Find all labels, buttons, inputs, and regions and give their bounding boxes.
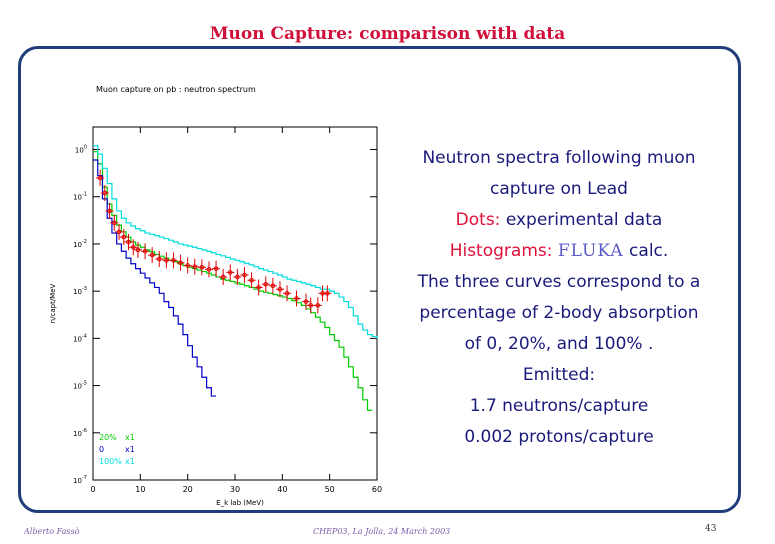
legend-name: 0 — [99, 445, 104, 454]
spectrum-plot: Muon capture on pb : neutron spectrum 0 10… — [40, 70, 385, 520]
data-point — [171, 258, 176, 263]
x-tick-label: 20 — [183, 485, 193, 494]
data-point — [206, 267, 212, 272]
hist-label: Histograms: — [449, 241, 553, 261]
legend-name: 100% — [99, 457, 122, 466]
data-point — [294, 296, 299, 301]
histogram-20pct — [93, 151, 373, 411]
data-point — [102, 190, 108, 196]
data-point — [284, 291, 290, 296]
desc-line-1: Neutron spectra following muon — [422, 148, 696, 168]
data-point — [135, 247, 141, 253]
data-point — [315, 303, 321, 308]
chart-title: Muon capture on pb : neutron spectrum — [96, 85, 256, 94]
data-point — [164, 258, 169, 263]
data-point — [270, 283, 276, 289]
data-point — [277, 286, 283, 292]
page-number: 43 — [705, 524, 717, 534]
y-tick-label: 10-4 — [73, 333, 87, 343]
data-point — [97, 175, 103, 181]
data-point — [156, 256, 162, 262]
y-tick-label: 10-7 — [73, 475, 87, 485]
data-point — [116, 229, 122, 235]
dots-text: experimental data — [500, 210, 663, 230]
legend-multiplier: x1 — [125, 457, 135, 466]
desc-line-2: capture on Lead — [490, 179, 628, 199]
x-tick-label: 50 — [325, 485, 335, 494]
y-tick-label: 100 — [75, 145, 87, 155]
legend-multiplier: x1 — [125, 433, 135, 442]
data-point — [242, 272, 247, 278]
data-point — [325, 291, 330, 296]
data-point — [149, 252, 155, 258]
desc-line-5: The three curves correspond to a — [417, 272, 701, 292]
data-point — [220, 274, 226, 280]
dots-label: Dots: — [455, 210, 501, 230]
data-point — [121, 234, 127, 240]
y-tick-label: 10-2 — [73, 239, 87, 249]
plot-frame — [92, 126, 378, 481]
x-tick-label: 0 — [90, 485, 95, 494]
hist-text: calc. — [623, 241, 669, 261]
data-point — [227, 270, 233, 275]
footer-conference: CHEP03, La Jolla, 24 March 2003 — [313, 527, 451, 536]
data-point — [256, 285, 261, 290]
desc-line-6: percentage of 2-body absorption — [419, 303, 699, 323]
footer-author: Alberto Fassò — [24, 527, 80, 536]
x-axis-label: E_k lab (MeV) — [216, 499, 264, 507]
desc-line-8: Emitted: — [522, 365, 596, 385]
y-tick-label: 10-3 — [73, 286, 87, 296]
legend-multiplier: x1 — [125, 445, 135, 454]
histogram-100pct — [93, 145, 378, 339]
y-tick-label: 10-5 — [73, 381, 87, 391]
x-tick-label: 10 — [135, 485, 145, 494]
data-point — [126, 239, 131, 245]
data-point — [130, 244, 136, 250]
x-tick-label: 60 — [372, 485, 382, 494]
y-axis-label: n/capt/MeV — [49, 283, 57, 323]
x-tick-label: 30 — [230, 485, 240, 494]
data-point — [142, 248, 148, 254]
data-point — [249, 277, 254, 283]
data-point — [107, 208, 112, 214]
data-point — [178, 260, 183, 266]
data-point — [235, 274, 240, 280]
slide-title: Muon Capture: comparison with data — [209, 24, 566, 44]
data-point — [112, 220, 117, 226]
y-tick-label: 10-1 — [73, 192, 87, 202]
description-block: Neutron spectra following muon capture o… — [398, 143, 720, 453]
desc-line-dots: Dots: experimental data — [398, 205, 720, 236]
desc-line-10: 0.002 protons/capture — [464, 427, 654, 447]
x-tick-label: 40 — [277, 485, 287, 494]
fluka-label: FLUKA — [557, 241, 624, 261]
desc-line-7: of 0, 20%, and 100% . — [464, 334, 654, 354]
y-tick-label: 10-6 — [73, 428, 87, 438]
data-point — [185, 263, 190, 268]
legend-name: 20% — [99, 433, 117, 442]
data-point — [303, 299, 309, 304]
histogram-0 — [93, 159, 217, 397]
data-point — [263, 281, 269, 287]
data-point — [308, 303, 314, 308]
slide-frame — [18, 46, 741, 513]
desc-line-9: 1.7 neutrons/capture — [469, 396, 649, 416]
data-point — [192, 264, 198, 269]
data-point — [199, 265, 205, 270]
data-point — [213, 266, 219, 271]
desc-line-hist: Histograms: FLUKA calc. — [398, 236, 720, 267]
